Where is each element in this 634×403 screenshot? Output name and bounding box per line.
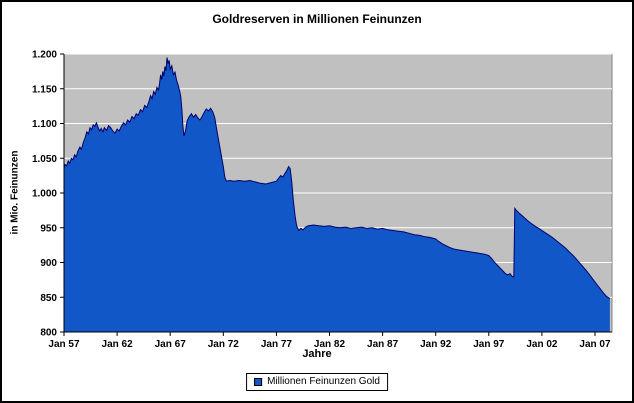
- x-tick-label: Jan 67: [155, 339, 187, 350]
- x-tick-label: Jan 02: [526, 339, 558, 350]
- y-axis-title: in Mio. Feinunzen: [9, 150, 21, 235]
- area-series: [64, 57, 610, 332]
- area-series-border: [63, 57, 611, 300]
- y-tick-label: 1.100: [32, 119, 57, 130]
- y-tick-label: 950: [40, 223, 57, 234]
- x-tick-label: Jan 72: [208, 339, 240, 350]
- x-tick-label: Jan 92: [420, 339, 452, 350]
- x-tick-label: Jan 07: [579, 339, 611, 350]
- y-tick-label: 1.150: [32, 84, 57, 95]
- legend-series-marker-icon: [254, 377, 263, 386]
- y-tick-label: 1.050: [32, 154, 57, 165]
- legend-label: Millionen Feinunzen Gold: [267, 376, 380, 387]
- x-tick-label: Jan 82: [314, 339, 346, 350]
- y-tick-label: 1.000: [32, 189, 57, 200]
- x-tick-label: Jan 97: [473, 339, 505, 350]
- y-tick-label: 900: [40, 258, 57, 269]
- x-axis-title: Jahre: [302, 348, 332, 360]
- x-tick-label: Jan 57: [48, 339, 80, 350]
- x-tick-label: Jan 77: [261, 339, 293, 350]
- y-tick-label: 800: [40, 328, 57, 339]
- x-tick-label: Jan 62: [102, 339, 134, 350]
- y-tick-label: 850: [40, 293, 57, 304]
- y-tick-label: 1.200: [32, 50, 57, 61]
- legend: Millionen Feinunzen Gold: [246, 373, 388, 391]
- x-tick-label: Jan 87: [367, 339, 399, 350]
- chart-title: Goldreserven in Millionen Feinunzen: [212, 12, 422, 26]
